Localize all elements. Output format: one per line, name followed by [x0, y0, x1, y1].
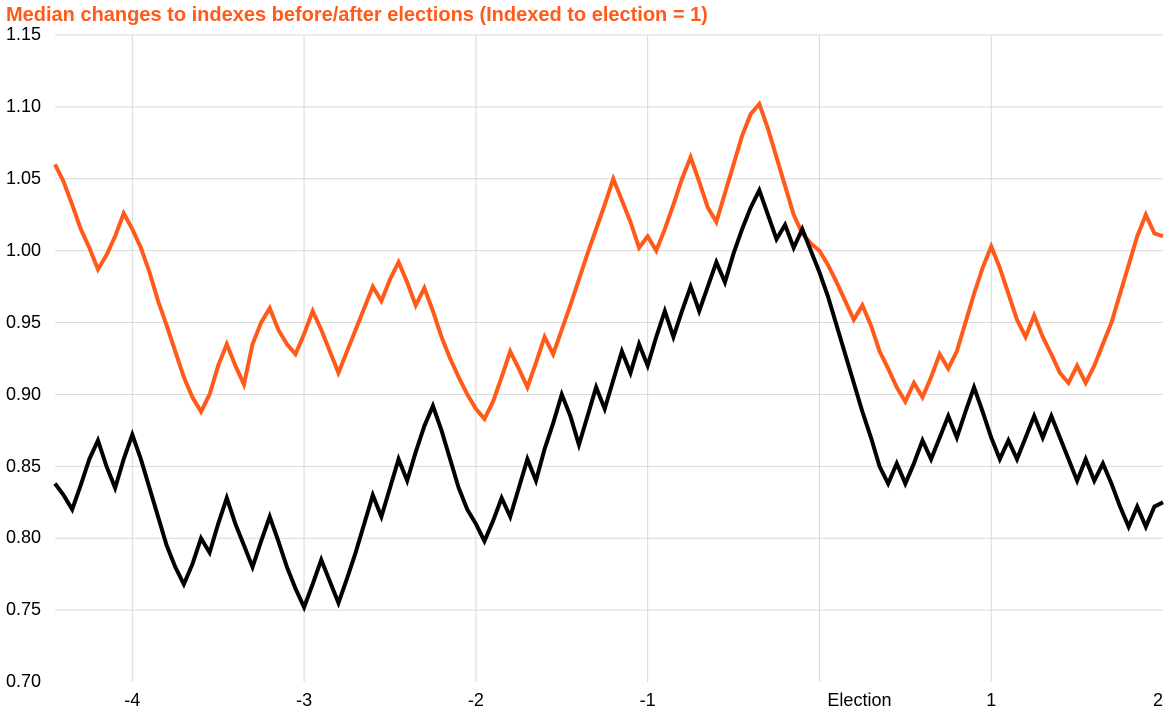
x-tick-label: 2: [1153, 690, 1163, 711]
chart-container: Median changes to indexes before/after e…: [0, 0, 1170, 721]
x-tick-label: -2: [468, 690, 484, 711]
x-tick-label: -1: [640, 690, 656, 711]
x-tick-label: -3: [296, 690, 312, 711]
x-tick-label: -4: [124, 690, 140, 711]
x-tick-label: 1: [986, 690, 996, 711]
plot-svg: [0, 0, 1170, 721]
y-tick-label: 1.15: [6, 24, 41, 45]
series-black: [55, 190, 1163, 607]
y-tick-label: 0.70: [6, 671, 41, 692]
y-tick-label: 0.85: [6, 456, 41, 477]
series-orange: [55, 104, 1163, 419]
y-tick-label: 1.00: [6, 240, 41, 261]
y-tick-label: 0.90: [6, 384, 41, 405]
x-tick-label: Election: [827, 690, 891, 711]
y-tick-label: 1.05: [6, 168, 41, 189]
y-tick-label: 0.80: [6, 527, 41, 548]
y-tick-label: 1.10: [6, 96, 41, 117]
y-tick-label: 0.75: [6, 599, 41, 620]
y-tick-label: 0.95: [6, 312, 41, 333]
